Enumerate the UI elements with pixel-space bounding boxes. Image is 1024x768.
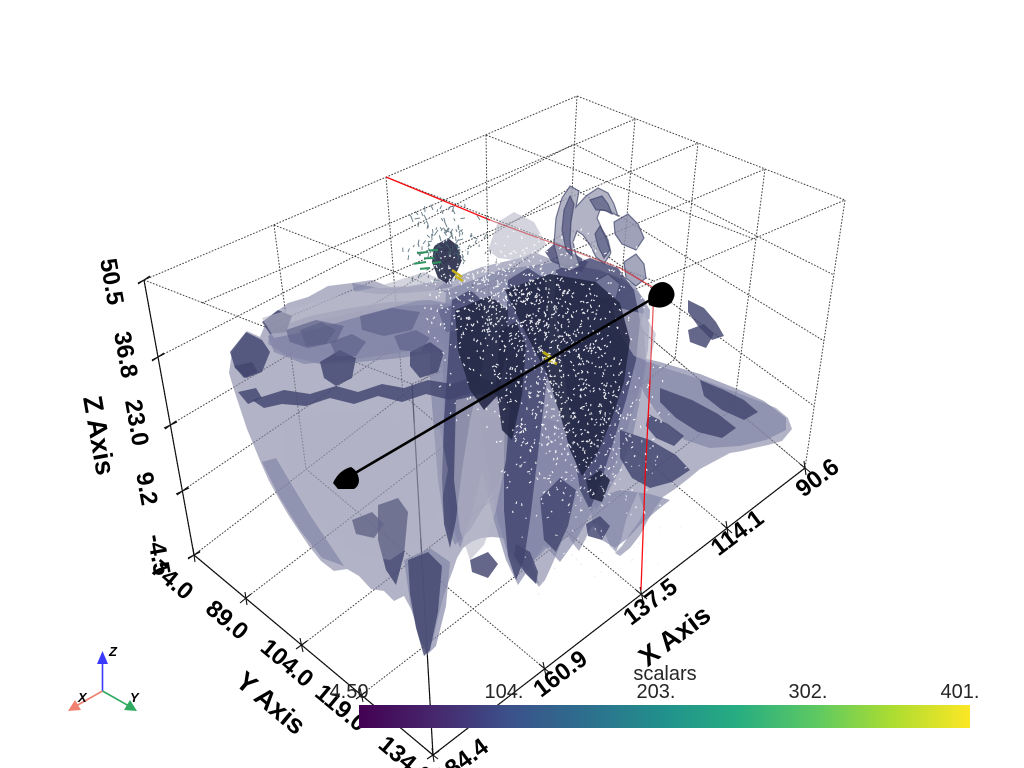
svg-text:203.: 203. [637,681,676,703]
svg-text:Z: Z [108,644,118,659]
svg-text:302.: 302. [789,681,828,703]
svg-text:Y: Y [130,690,140,705]
svg-text:4.50: 4.50 [330,681,369,703]
svg-text:9.2: 9.2 [130,470,162,508]
svg-text:X: X [77,690,88,705]
svg-text:401.: 401. [941,681,980,703]
svg-text:104.: 104. [485,681,524,703]
svg-text:scalars: scalars [633,663,696,685]
